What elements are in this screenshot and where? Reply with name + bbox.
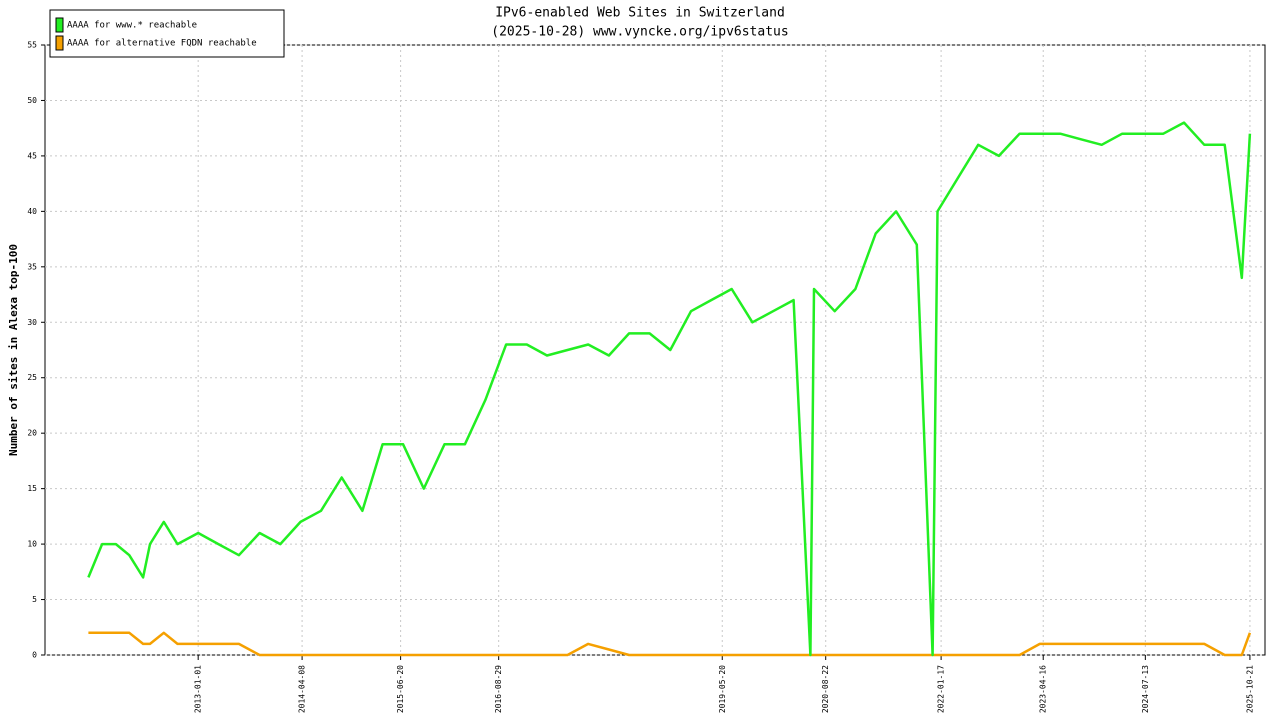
y-tick-label: 15 xyxy=(27,484,37,493)
x-tick-label: 2013-01-01 xyxy=(194,665,203,713)
y-tick-label: 20 xyxy=(27,429,37,438)
legend-box xyxy=(49,9,285,58)
x-tick-label: 2024-07-13 xyxy=(1141,665,1150,713)
legend-label: AAAA for www.* reachable xyxy=(67,21,197,31)
chart-subtitle: (2025-10-28) www.vyncke.org/ipv6status xyxy=(491,25,788,40)
y-tick-label: 55 xyxy=(27,41,37,50)
legend-swatch xyxy=(55,35,64,51)
y-tick-label: 50 xyxy=(27,96,37,105)
data-line xyxy=(87,121,1252,657)
y-tick-label: 45 xyxy=(27,151,37,160)
y-tick-label: 25 xyxy=(27,373,37,382)
chart-title: IPv6-enabled Web Sites in Switzerland xyxy=(495,6,785,21)
x-tick-label: 2025-10-21 xyxy=(1245,665,1254,713)
x-tick-label: 2014-04-08 xyxy=(298,665,307,713)
y-tick-label: 5 xyxy=(32,595,37,604)
x-tick-label: 2022-01-17 xyxy=(937,665,946,713)
data-line xyxy=(88,631,1252,657)
legend-label: AAAA for alternative FQDN reachable xyxy=(67,39,257,49)
x-tick-label: 2015-06-20 xyxy=(396,665,405,713)
x-tick-label: 2016-08-29 xyxy=(494,665,503,713)
y-tick-label: 40 xyxy=(27,207,37,216)
x-tick-label: 2023-04-16 xyxy=(1039,665,1048,713)
y-tick-label: 10 xyxy=(27,540,37,549)
x-tick-label: 2020-08-22 xyxy=(821,665,830,713)
legend-swatch xyxy=(55,17,64,33)
y-tick-label: 30 xyxy=(27,318,37,327)
x-tick-label: 2019-05-20 xyxy=(718,665,727,713)
y-axis-label: Number of sites in Alexa top-100 xyxy=(7,244,20,456)
y-tick-label: 0 xyxy=(32,651,37,660)
y-tick-label: 35 xyxy=(27,262,37,271)
